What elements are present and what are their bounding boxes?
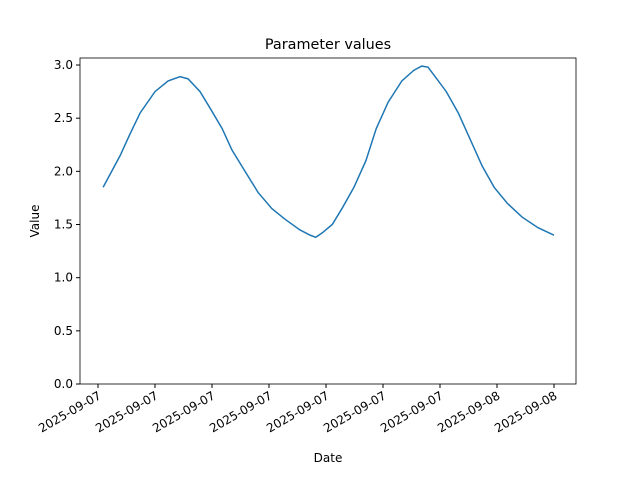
plot-frame <box>79 57 577 385</box>
y-tick-label: 0.5 <box>54 324 73 338</box>
y-tick-label: 1.5 <box>54 218 73 232</box>
x-axis-label: Date <box>314 451 343 465</box>
y-tick-label: 0.0 <box>54 377 73 391</box>
y-axis-label: Value <box>28 205 42 238</box>
y-tick-label: 3.0 <box>54 58 73 72</box>
y-tick-label: 2.5 <box>54 111 73 125</box>
chart-title: Parameter values <box>265 37 391 53</box>
y-tick-label: 2.0 <box>54 164 73 178</box>
y-tick-label: 1.0 <box>54 271 73 285</box>
data-line <box>102 65 555 239</box>
